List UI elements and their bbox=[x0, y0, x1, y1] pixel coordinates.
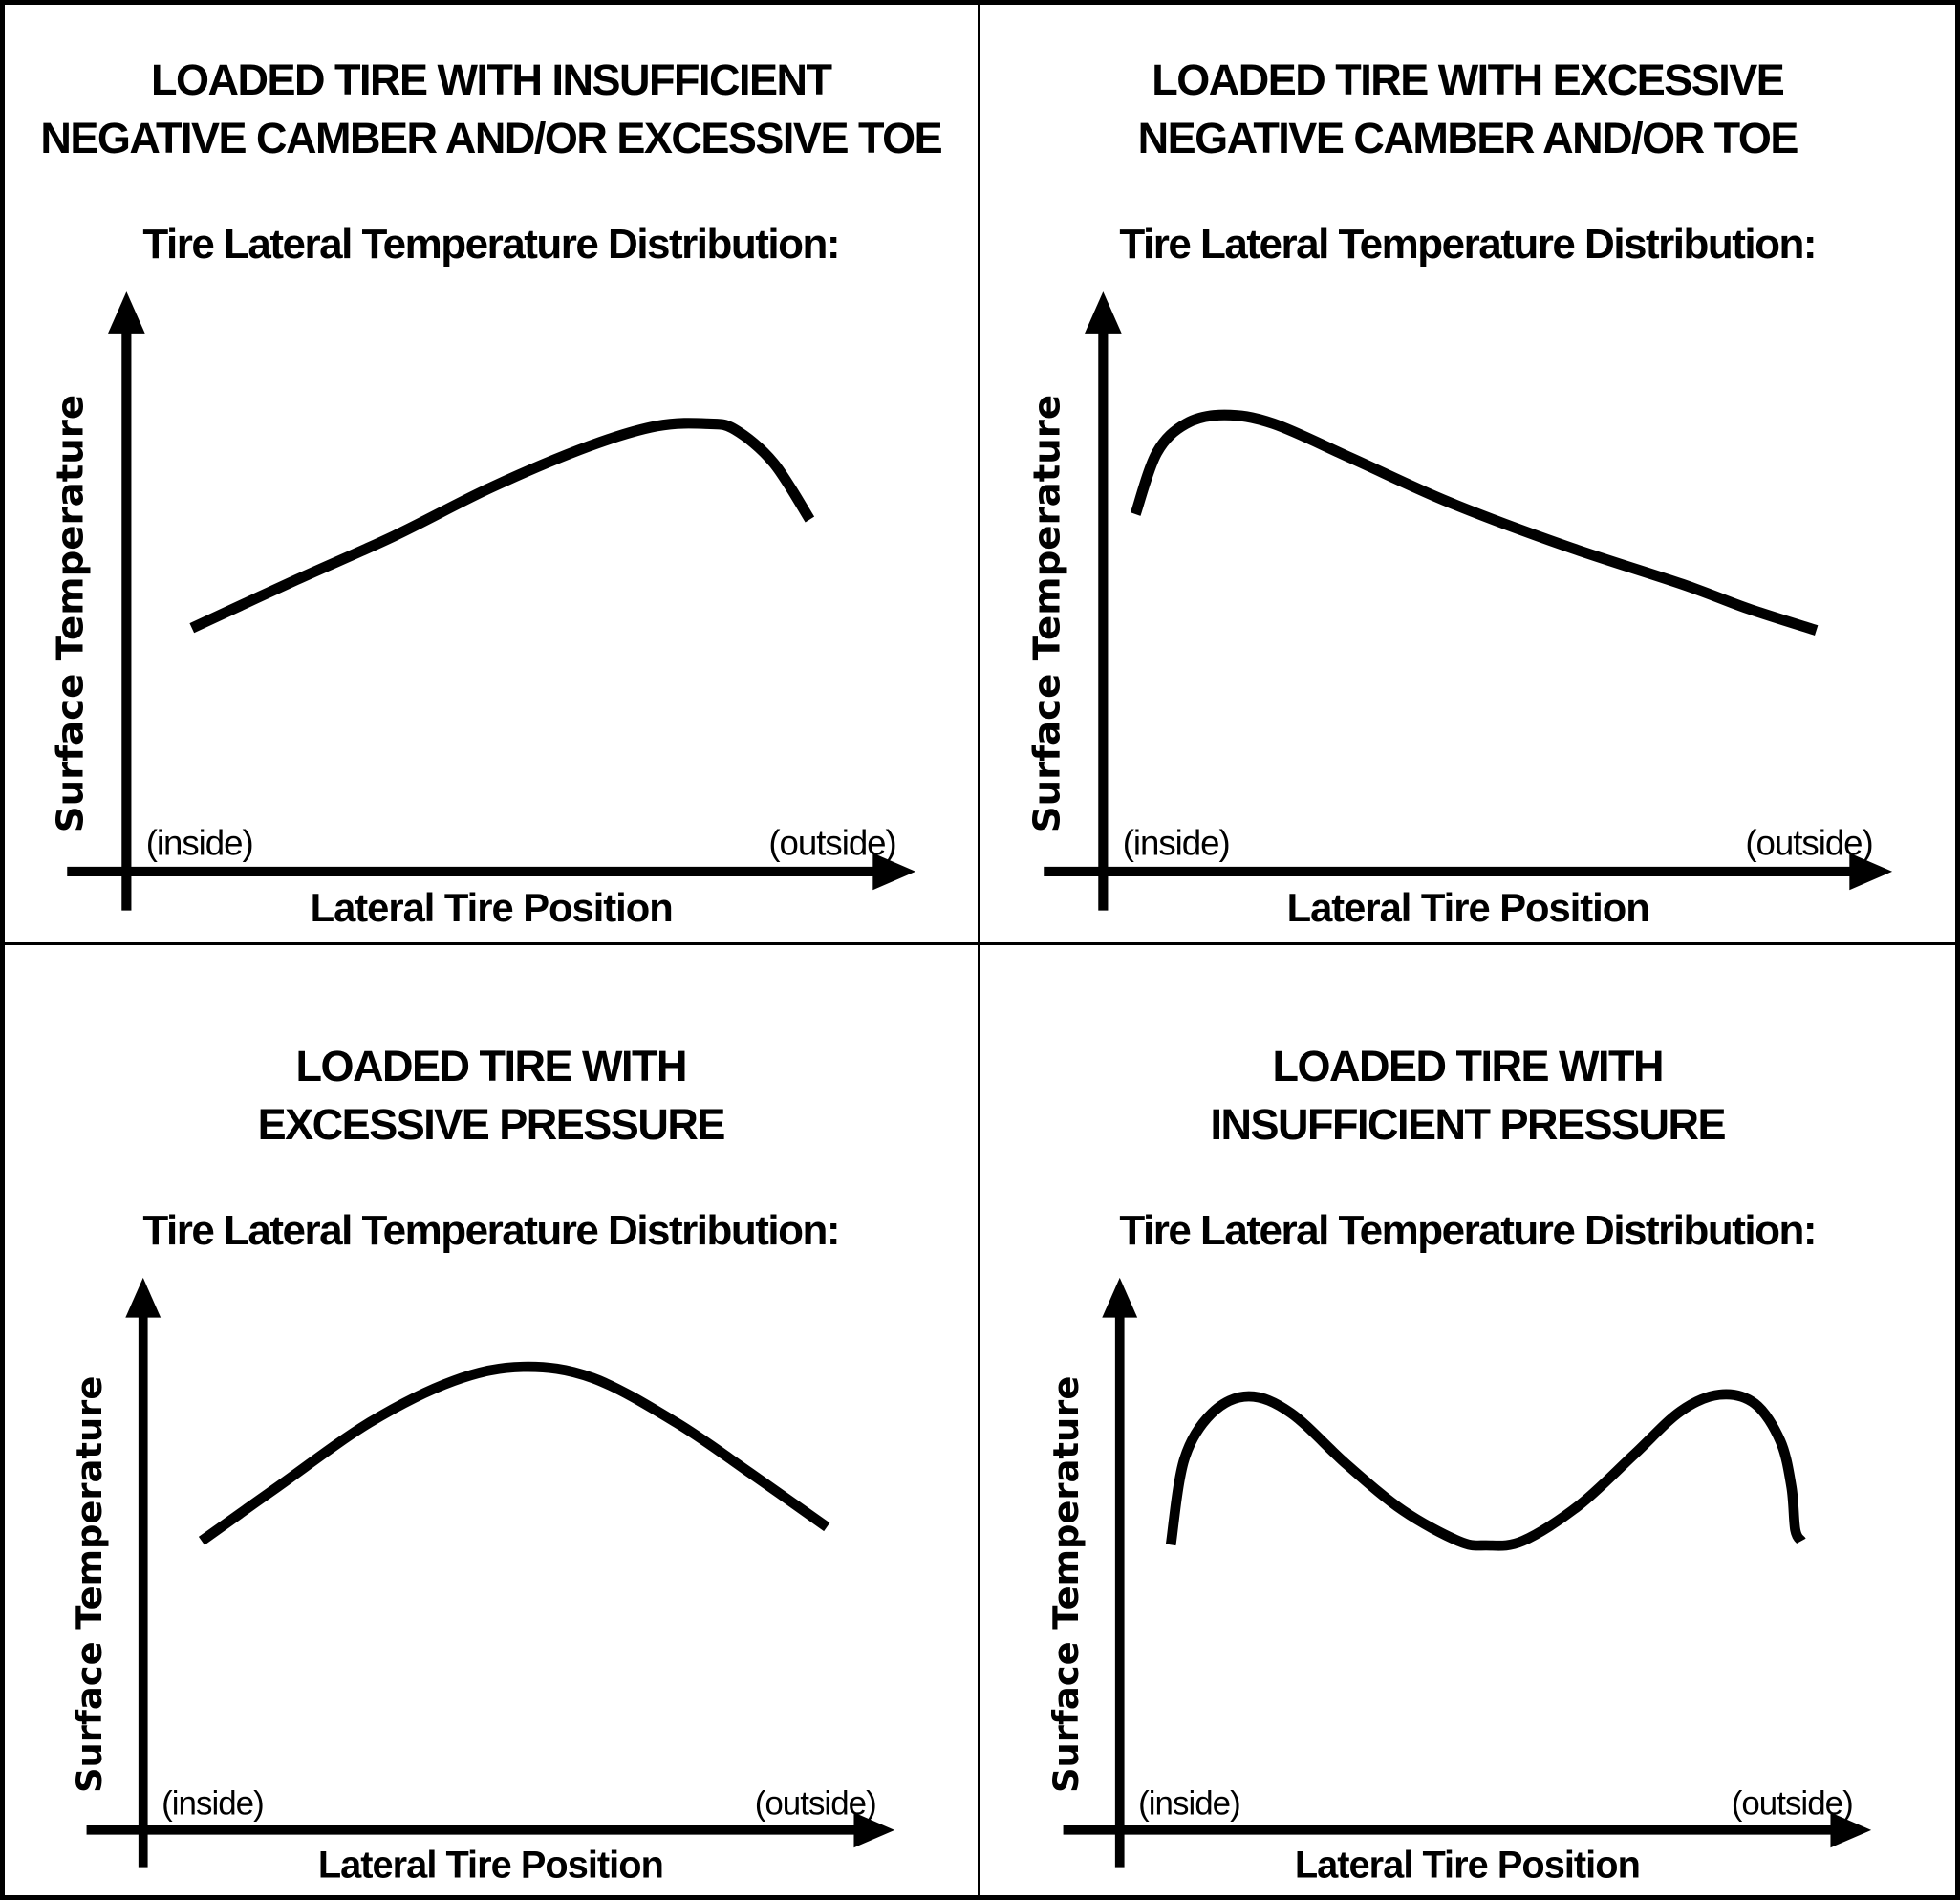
x-axis-arrow-icon bbox=[853, 1812, 895, 1848]
x-axis-label: Lateral Tire Position bbox=[1286, 885, 1648, 930]
quadrant-title: LOADED TIRE WITH EXCESSIVE NEGATIVE CAMB… bbox=[1137, 51, 1799, 167]
outside-label: (outside) bbox=[1745, 824, 1872, 863]
x-axis-arrow-icon bbox=[1848, 853, 1892, 891]
tire-temperature-chart: (inside) (outside) Lateral Tire Position… bbox=[74, 1277, 895, 1886]
tire-temperature-chart: (inside) (outside) Lateral Tire Position… bbox=[1050, 1277, 1872, 1886]
temperature-curve bbox=[1166, 1389, 1806, 1551]
quadrant-insufficient-pressure: LOADED TIRE WITH INSUFFICIENT PRESSURE T… bbox=[980, 945, 1955, 1895]
y-axis-arrow-icon bbox=[107, 291, 145, 334]
chart-subtitle: Tire Lateral Temperature Distribution: bbox=[1119, 221, 1817, 268]
x-axis-arrow-icon bbox=[872, 853, 915, 891]
outside-label: (outside) bbox=[755, 1784, 876, 1822]
quadrant-title: LOADED TIRE WITH INSUFFICIENT PRESSURE bbox=[1210, 1037, 1726, 1154]
chart-subtitle: Tire Lateral Temperature Distribution: bbox=[142, 1207, 840, 1254]
temperature-curve bbox=[199, 1361, 830, 1545]
quadrant-title-line1: LOADED TIRE WITH INSUFFICIENT bbox=[151, 55, 832, 104]
chart-subtitle: Tire Lateral Temperature Distribution: bbox=[142, 221, 840, 268]
x-axis-arrow-icon bbox=[1830, 1812, 1872, 1848]
quadrant-title-line1: LOADED TIRE WITH bbox=[295, 1042, 688, 1090]
inside-label: (inside) bbox=[1122, 824, 1229, 863]
quadrant-excessive-pressure: LOADED TIRE WITH EXCESSIVE PRESSURE Tire… bbox=[5, 945, 980, 1895]
inside-label: (inside) bbox=[145, 824, 252, 863]
x-axis-label: Lateral Tire Position bbox=[1295, 1844, 1640, 1886]
temperature-curve bbox=[189, 418, 814, 634]
quadrant-excessive-camber-toe: LOADED TIRE WITH EXCESSIVE NEGATIVE CAMB… bbox=[980, 5, 1955, 945]
y-axis-arrow-icon bbox=[1102, 1277, 1138, 1318]
quadrant-insufficient-camber-excessive-toe: LOADED TIRE WITH INSUFFICIENT NEGATIVE C… bbox=[5, 5, 980, 945]
tire-temperature-chart: (inside) (outside) Lateral Tire Position… bbox=[54, 291, 915, 930]
inside-label: (inside) bbox=[1139, 1784, 1241, 1822]
tire-temperature-chart: (inside) (outside) Lateral Tire Position… bbox=[1030, 291, 1892, 930]
quadrant-title: LOADED TIRE WITH INSUFFICIENT NEGATIVE C… bbox=[40, 51, 942, 167]
y-axis-label: Surface Temperature bbox=[1050, 1376, 1087, 1793]
inside-label: (inside) bbox=[162, 1784, 265, 1822]
y-axis-label: Surface Temperature bbox=[54, 395, 93, 832]
y-axis-label: Surface Temperature bbox=[1030, 395, 1069, 832]
temperature-curve bbox=[1130, 409, 1818, 636]
y-axis-arrow-icon bbox=[1084, 291, 1122, 334]
quadrant-title-line1: LOADED TIRE WITH EXCESSIVE bbox=[1152, 55, 1785, 104]
y-axis-label: Surface Temperature bbox=[74, 1376, 110, 1793]
quadrant-title-line2: INSUFFICIENT PRESSURE bbox=[1210, 1100, 1726, 1149]
quadrant-title-line1: LOADED TIRE WITH bbox=[1272, 1042, 1665, 1090]
outside-label: (outside) bbox=[1732, 1784, 1853, 1822]
x-axis-label: Lateral Tire Position bbox=[310, 885, 672, 930]
quadrant-title-line2: EXCESSIVE PRESSURE bbox=[257, 1100, 726, 1149]
quadrant-title-line2: NEGATIVE CAMBER AND/OR EXCESSIVE TOE bbox=[40, 114, 942, 162]
quadrant-title-line2: NEGATIVE CAMBER AND/OR TOE bbox=[1137, 114, 1799, 162]
chart-subtitle: Tire Lateral Temperature Distribution: bbox=[1119, 1207, 1817, 1254]
x-axis-label: Lateral Tire Position bbox=[318, 1844, 663, 1886]
y-axis-arrow-icon bbox=[125, 1277, 162, 1318]
outside-label: (outside) bbox=[768, 824, 895, 863]
quadrant-title: LOADED TIRE WITH EXCESSIVE PRESSURE bbox=[257, 1037, 726, 1154]
